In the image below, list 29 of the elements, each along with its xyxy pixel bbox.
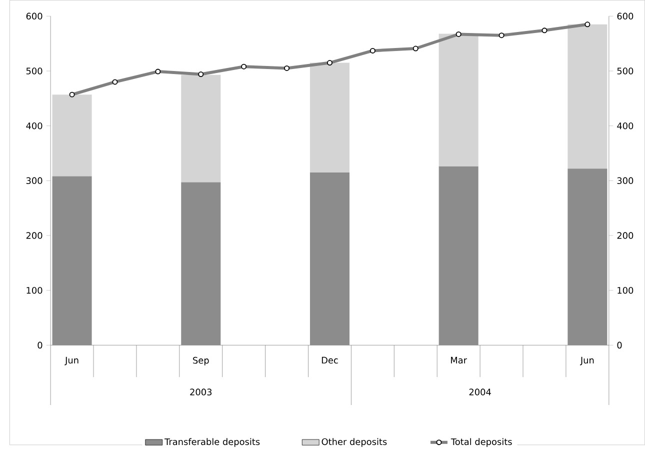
y2-tick-label: 0 — [617, 342, 622, 348]
bar — [52, 94, 92, 176]
y2-tick-label: 500 — [617, 67, 634, 74]
legend-label: Transferable deposits — [164, 438, 260, 447]
bar — [181, 74, 221, 182]
y2-tick-label: 600 — [617, 12, 634, 20]
y2-tick-label: 200 — [617, 232, 634, 239]
y2-tick-label: 100 — [618, 286, 634, 294]
x-tick-label: Jun — [580, 356, 594, 365]
y-tick-label: 300 — [26, 177, 42, 184]
text: 2004 — [469, 388, 491, 396]
y-tick-label: 100 — [26, 286, 42, 294]
bar — [568, 24, 608, 168]
y-tick-label: 500 — [26, 67, 42, 74]
bar — [438, 33, 478, 166]
y-tick-label: 200 — [26, 232, 42, 239]
bar — [310, 62, 350, 172]
x-tick-label: Mar — [451, 356, 468, 364]
x-tick-label: Sep — [193, 356, 209, 366]
y-tick-label: 600 — [26, 12, 42, 20]
y-tick-label: 0 — [38, 342, 42, 348]
x-tick-label: Jun — [64, 356, 78, 365]
legend-label: Other deposits — [322, 438, 387, 447]
legend-label: Total deposits — [450, 438, 512, 447]
text: 2003 — [190, 388, 212, 396]
x-tick-label: Dec — [322, 356, 338, 364]
y2-tick-label: 300 — [617, 177, 634, 184]
y-tick-label: 400 — [26, 122, 42, 129]
y2-tick-label: 400 — [617, 122, 634, 129]
